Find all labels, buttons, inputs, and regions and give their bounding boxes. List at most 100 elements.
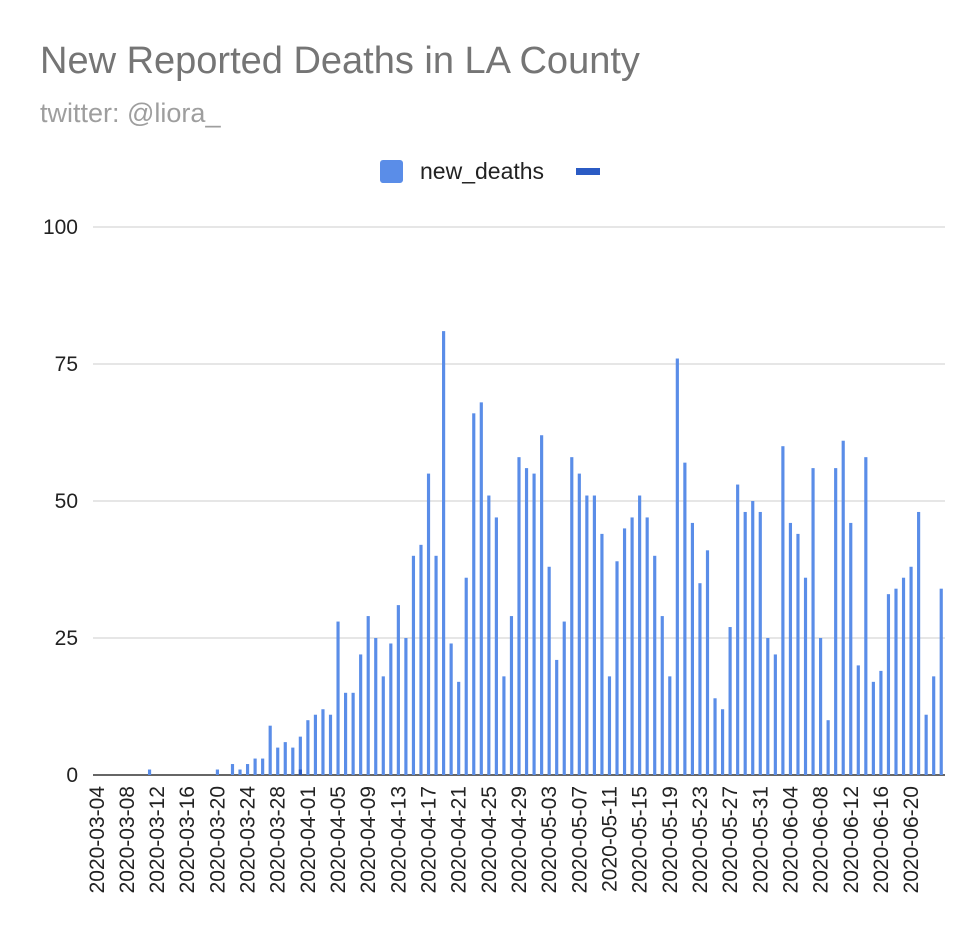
bar-new-deaths xyxy=(924,714,928,775)
bar-new-deaths xyxy=(442,331,446,775)
bar-new-deaths xyxy=(215,769,219,775)
bar-new-deaths xyxy=(253,758,257,775)
bar-new-deaths xyxy=(705,550,710,775)
x-tick-label: 2020-06-08 xyxy=(810,786,833,893)
bar-new-deaths xyxy=(834,468,838,775)
bar-new-deaths xyxy=(464,577,468,775)
x-tick-label: 2020-03-08 xyxy=(116,786,139,893)
bar-new-deaths xyxy=(675,358,679,775)
bar-new-deaths xyxy=(630,517,634,775)
bar-new-deaths xyxy=(389,643,393,775)
x-tick-label: 2020-03-16 xyxy=(176,786,199,893)
bar-new-deaths xyxy=(668,676,672,775)
bar-new-deaths xyxy=(758,511,762,775)
bar-new-deaths xyxy=(147,769,152,775)
bar-new-deaths xyxy=(638,495,642,775)
bar-new-deaths xyxy=(781,446,785,775)
bar-new-deaths xyxy=(351,692,355,775)
bar-new-deaths xyxy=(886,594,891,775)
x-tick-label: 2020-03-24 xyxy=(237,786,260,894)
bar-new-deaths xyxy=(321,709,325,775)
x-tick-label: 2020-04-25 xyxy=(478,786,501,893)
bar-new-deaths xyxy=(615,561,619,775)
x-tick-label: 2020-05-19 xyxy=(659,786,682,893)
x-tick-label: 2020-03-28 xyxy=(267,786,290,893)
bar-new-deaths xyxy=(698,583,702,775)
bar-new-deaths xyxy=(366,616,370,775)
bar-new-deaths xyxy=(344,692,348,775)
bar-new-deaths xyxy=(728,627,732,775)
bar-new-deaths xyxy=(939,588,943,775)
bar-new-deaths xyxy=(396,605,400,775)
bar-new-deaths xyxy=(457,681,461,775)
bar-new-deaths xyxy=(849,522,853,775)
bar-new-deaths xyxy=(819,638,823,775)
bar-new-deaths xyxy=(472,413,476,775)
bar-new-deaths xyxy=(230,764,235,775)
legend-label-new-deaths: new_deaths xyxy=(420,157,545,184)
x-tick-label: 2020-05-31 xyxy=(749,786,772,893)
bar-new-deaths xyxy=(261,758,265,775)
bar-new-deaths xyxy=(751,501,755,775)
y-tick-label: 0 xyxy=(66,764,78,787)
bar-new-deaths xyxy=(238,769,242,775)
x-tick-label: 2020-05-15 xyxy=(629,786,652,893)
bar-new-deaths xyxy=(856,665,860,775)
bar-new-deaths xyxy=(570,457,574,775)
bar-new-deaths xyxy=(585,495,589,775)
bar-new-deaths xyxy=(268,725,272,775)
x-tick-label: 2020-05-23 xyxy=(689,786,712,893)
bar-new-deaths xyxy=(841,440,845,775)
bar-new-deaths xyxy=(487,495,491,775)
bar-new-deaths xyxy=(434,555,438,775)
legend-line-marker xyxy=(576,167,601,175)
bar-new-deaths xyxy=(555,659,559,775)
bar-new-deaths xyxy=(328,714,333,775)
bar-new-deaths xyxy=(864,457,868,775)
bar-new-deaths xyxy=(313,714,318,775)
bar-new-deaths xyxy=(766,638,770,775)
x-tick-label: 2020-03-04 xyxy=(86,786,109,894)
bar-new-deaths xyxy=(811,468,815,775)
x-tick-label: 2020-06-12 xyxy=(840,786,863,893)
bar-new-deaths xyxy=(517,457,521,775)
bar-new-deaths xyxy=(494,517,498,775)
x-tick-label: 2020-05-07 xyxy=(568,786,591,893)
bar-new-deaths xyxy=(426,473,431,775)
y-tick-label: 50 xyxy=(55,490,78,513)
bar-secondary xyxy=(298,769,302,775)
bar-new-deaths xyxy=(245,764,250,775)
x-tick-label: 2020-04-21 xyxy=(448,786,471,893)
y-axis-ticks: 0 25 50 75 100 xyxy=(43,216,78,787)
bar-new-deaths xyxy=(592,495,596,775)
x-tick-label: 2020-06-20 xyxy=(900,786,923,893)
bar-new-deaths xyxy=(374,638,378,775)
bar-new-deaths xyxy=(917,511,921,775)
bar-new-deaths xyxy=(720,709,725,775)
y-tick-label: 75 xyxy=(55,353,78,376)
bar-new-deaths xyxy=(894,588,898,775)
bar-new-deaths xyxy=(449,643,453,775)
bar-new-deaths xyxy=(502,676,506,775)
legend: new_deaths xyxy=(380,156,601,186)
bar-new-deaths xyxy=(743,511,747,775)
bar-new-deaths xyxy=(577,473,581,775)
bar-new-deaths xyxy=(359,654,363,775)
bar-new-deaths xyxy=(509,616,514,775)
bar-new-deaths xyxy=(713,698,717,775)
x-tick-label: 2020-03-20 xyxy=(206,786,229,893)
bar-new-deaths xyxy=(291,747,295,775)
bar-new-deaths xyxy=(479,402,483,775)
x-tick-label: 2020-04-01 xyxy=(297,786,320,893)
x-tick-label: 2020-04-17 xyxy=(418,786,441,893)
y-tick-label: 100 xyxy=(43,216,78,239)
chart-subtitle: twitter: @liora_ xyxy=(40,98,221,128)
bar-new-deaths xyxy=(690,522,694,775)
x-tick-label: 2020-05-11 xyxy=(598,786,621,892)
bar-new-deaths xyxy=(404,638,408,775)
bar-new-deaths xyxy=(660,616,664,775)
x-tick-label: 2020-04-29 xyxy=(508,786,531,893)
bar-new-deaths xyxy=(607,676,612,775)
bar-new-deaths xyxy=(419,544,423,775)
bar-new-deaths xyxy=(336,621,340,775)
